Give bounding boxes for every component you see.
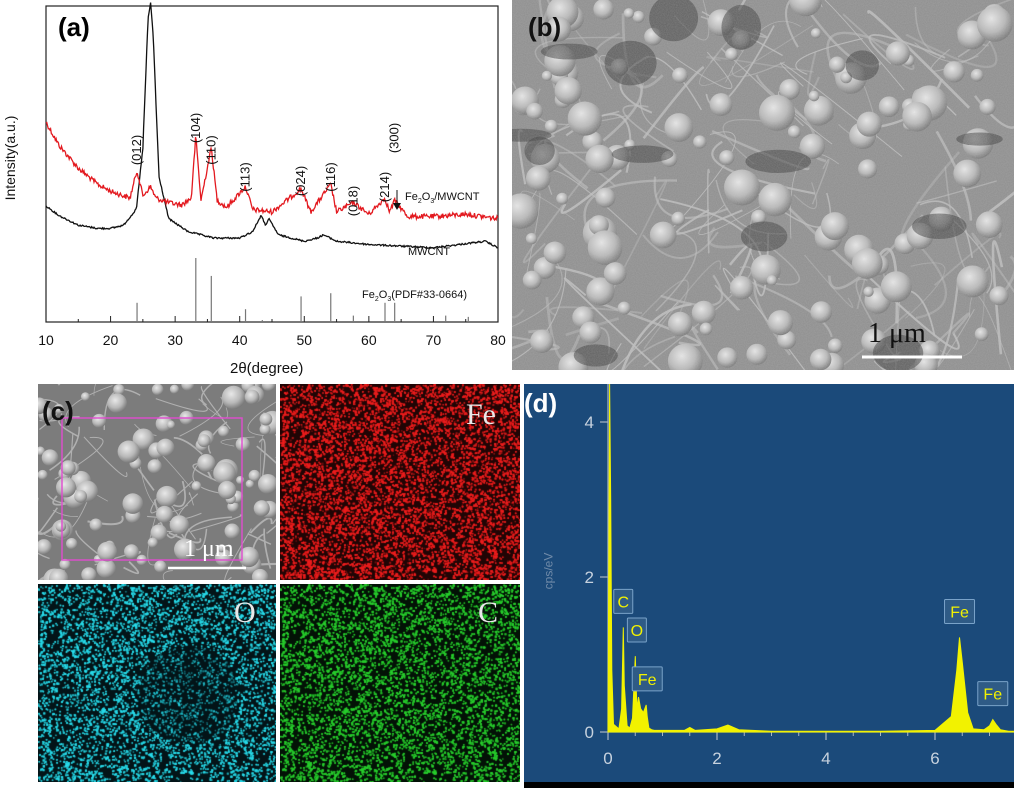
- x-tick-label: 60: [361, 332, 377, 348]
- eds-peak-labels: CO Fe Fe Fe: [613, 588, 1009, 707]
- series-label-pdf-reference: Fe2O3(PDF#33-0664): [362, 289, 468, 304]
- c-element-map: C: [280, 584, 520, 782]
- eds-x-tick-label: 0: [603, 749, 612, 768]
- x-tick-label: 80: [490, 332, 506, 348]
- series-label-mwcnt: MWCNT: [408, 246, 451, 258]
- fe-map-label: Fe: [466, 398, 496, 431]
- o-map-label: O: [234, 596, 256, 629]
- sem-map-region: (c) 1 μm: [38, 384, 276, 580]
- eds-peak-label: Fe: [983, 687, 1002, 704]
- mwcnt-curve: [45, 2, 498, 250]
- eds-peak-label: Fe: [950, 604, 969, 621]
- peak-label: (116): [323, 162, 338, 191]
- x-tick-label: 50: [296, 332, 313, 348]
- peak-label: (113): [238, 162, 253, 191]
- xrd-peak-labels: (012) (104)(110) (113) (024) (116) (018) (214)…: [129, 113, 402, 216]
- panel-b-sem-image: (b) 1 μm: [512, 0, 1014, 370]
- eds-y-tick-label: 4: [585, 413, 594, 432]
- panel-a-xrd-chart: (012) (104) (110) (113) (024) (116) (018) (214)…: [0, 0, 508, 380]
- peak-label: (300): [387, 123, 402, 153]
- eds-peak-label: Fe: [638, 672, 657, 689]
- x-tick-label: 40: [231, 332, 248, 348]
- eds-y-tick-label: 2: [585, 568, 594, 587]
- map-scale-bar-label: 1 μm: [184, 536, 234, 562]
- eds-peak-label-box: [613, 588, 634, 614]
- selection-box: [61, 417, 243, 561]
- peak-label: (110): [203, 135, 218, 164]
- panel-d-label: (d): [524, 388, 558, 418]
- peak-label: (214): [377, 172, 392, 202]
- panel-a-label: (a): [58, 12, 90, 42]
- eds-spectrum-chart: 0 2 4 6 0 2 4 CO Fe Fe Fe: [524, 384, 1014, 788]
- panel-c-label: (c): [42, 396, 74, 426]
- panel-c-eds-maps: (c) 1 μm Fe O C: [38, 384, 520, 782]
- eds-y-tick-label: 0: [585, 723, 594, 742]
- eds-peak-label-box: [944, 598, 976, 624]
- eds-ticks: 0 2 4 6 0 2 4: [585, 413, 990, 768]
- xrd-x-axis-label: 2θ(degree): [230, 360, 304, 377]
- c-map-label: C: [478, 596, 499, 629]
- eds-peak-label: O: [631, 623, 643, 640]
- eds-peak-label: C: [617, 594, 629, 611]
- peak-label: (018): [345, 186, 360, 216]
- eds-x-tick-label: 6: [930, 749, 939, 768]
- series-label-fe2o3-mwcnt: Fe2O3/MWCNT: [405, 191, 480, 206]
- fe2o3-mwcnt-curve: [45, 121, 499, 222]
- xrd-x-ticks: [45, 316, 499, 322]
- eds-spectrum-curve: [607, 384, 1014, 733]
- x-tick-label: 30: [167, 332, 183, 348]
- eds-peak-label-box: [631, 666, 663, 692]
- xrd-chart-svg: (012) (104)(110) (113) (024) (116) (018) (214)…: [45, 2, 499, 323]
- eds-x-tick-label: 4: [821, 749, 830, 768]
- eds-y-axis-label: cps/eV: [541, 552, 556, 590]
- panel-d-eds-spectrum: 0 2 4 6 0 2 4 C O Fe Fe Fe (d) cps/eV: [524, 384, 1014, 788]
- x-tick-label: 10: [38, 332, 54, 348]
- xrd-y-axis-label: Intensity(a.u.): [2, 115, 18, 201]
- peak-label: (024): [293, 166, 308, 196]
- eds-peak-label-box: [626, 617, 647, 643]
- x-tick-label: 70: [425, 332, 442, 348]
- sem-scale-bar-label: 1 μm: [868, 318, 926, 349]
- xrd-plot-frame: [45, 5, 499, 323]
- eds-x-tick-label: 2: [712, 749, 721, 768]
- sem-micrograph: [512, 0, 1014, 370]
- x-tick-label: 20: [102, 332, 119, 348]
- peak-300-arrowhead: [393, 203, 401, 210]
- o-element-map: O: [38, 584, 276, 782]
- panel-b-label: (b): [528, 12, 562, 42]
- fe-element-map: Fe: [280, 384, 520, 580]
- peak-label: (104): [188, 113, 203, 143]
- xrd-reference-bars: [136, 258, 469, 322]
- peak-label: (012): [129, 135, 144, 165]
- eds-peak-label-box: [977, 681, 1009, 707]
